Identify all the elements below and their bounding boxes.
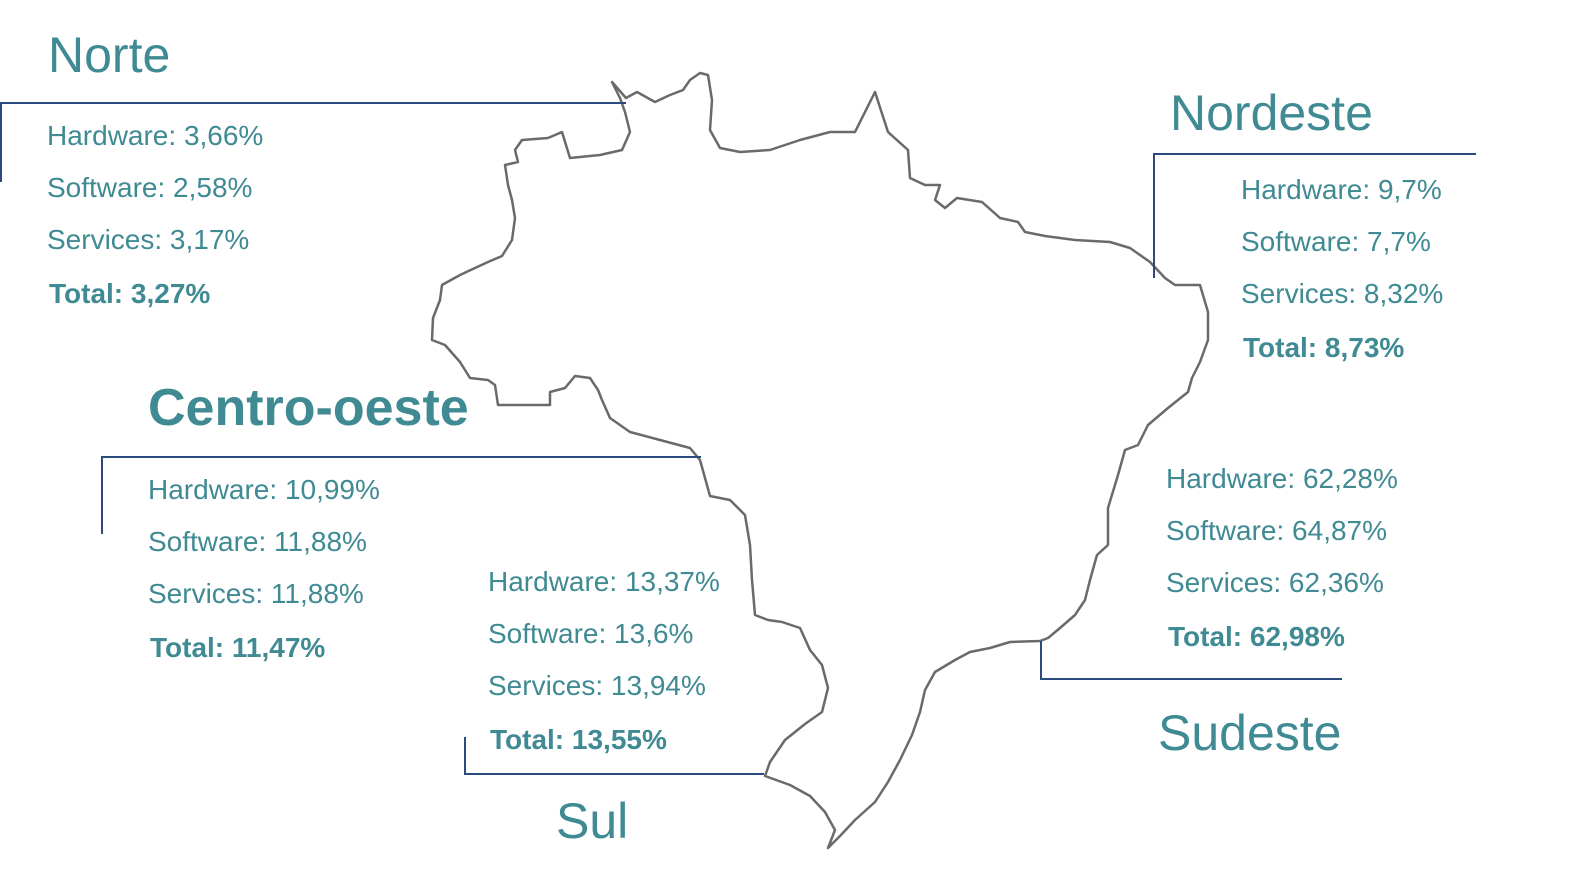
centro-oeste-stats: Hardware: 10,99% Software: 11,88% Servic… xyxy=(148,476,468,666)
norte-leader-horizontal xyxy=(0,102,626,104)
nordeste-software: Software: 7,7% xyxy=(1241,226,1431,257)
sudeste-hardware: Hardware: 62,28% xyxy=(1166,463,1398,494)
norte-software: Software: 2,58% xyxy=(47,172,253,203)
centro-oeste-leader-horizontal xyxy=(101,456,701,458)
sul-title: Sul xyxy=(556,793,629,849)
nordeste-title: Nordeste xyxy=(1170,85,1373,141)
sul-stats: Hardware: 13,37% Software: 13,6% Service… xyxy=(488,568,808,758)
sudeste-software: Software: 64,87% xyxy=(1166,515,1388,546)
sudeste-services: Services: 62,36% xyxy=(1166,567,1384,598)
brazil-border-path xyxy=(430,71,1210,850)
centro-oeste-leader-vertical xyxy=(101,456,103,534)
sul-leader-horizontal xyxy=(464,773,764,775)
nordeste-total: Total: 8,73% xyxy=(1243,332,1405,363)
sul-hardware: Hardware: 13,37% xyxy=(488,566,720,597)
centro-oeste-hardware: Hardware: 10,99% xyxy=(148,474,380,505)
centro-oeste-title: Centro-oeste xyxy=(148,379,469,437)
norte-leader-vertical xyxy=(0,102,2,182)
nordeste-stats: Hardware: 9,7% Software: 7,7% Services: … xyxy=(1241,176,1541,366)
sudeste-leader-vertical xyxy=(1040,641,1042,680)
norte-stats: Hardware: 3,66% Software: 2,58% Services… xyxy=(47,122,347,312)
sul-total: Total: 13,55% xyxy=(490,724,667,755)
sudeste-total: Total: 62,98% xyxy=(1168,621,1345,652)
nordeste-services: Services: 8,32% xyxy=(1241,278,1444,309)
norte-services: Services: 3,17% xyxy=(47,224,250,255)
sul-services: Services: 13,94% xyxy=(488,670,706,701)
nordeste-leader-vertical xyxy=(1153,153,1155,278)
norte-title: Norte xyxy=(48,27,171,83)
sudeste-leader-horizontal xyxy=(1040,678,1342,680)
norte-total: Total: 3,27% xyxy=(49,278,211,309)
sudeste-title: Sudeste xyxy=(1158,705,1342,761)
centro-oeste-software: Software: 11,88% xyxy=(148,526,367,557)
centro-oeste-total: Total: 11,47% xyxy=(150,632,326,663)
sul-leader-vertical xyxy=(464,737,466,775)
nordeste-leader-horizontal xyxy=(1153,153,1476,155)
centro-oeste-services: Services: 11,88% xyxy=(148,578,364,609)
sudeste-stats: Hardware: 62,28% Software: 64,87% Servic… xyxy=(1166,465,1486,655)
sul-software: Software: 13,6% xyxy=(488,618,694,649)
norte-hardware: Hardware: 3,66% xyxy=(47,120,264,151)
nordeste-hardware: Hardware: 9,7% xyxy=(1241,174,1442,205)
